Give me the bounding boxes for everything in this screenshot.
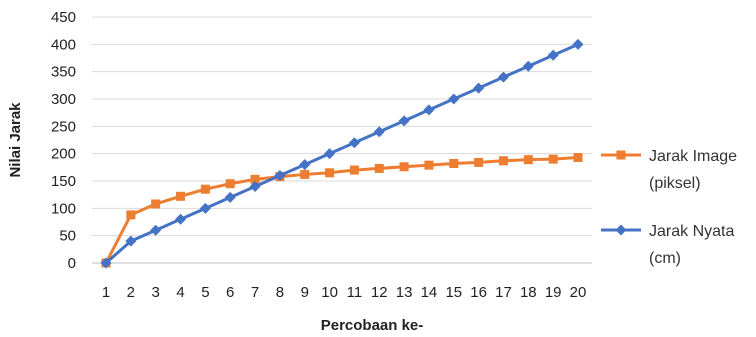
x-tick-label: 14 <box>421 284 438 301</box>
data-point-jarak-nyata <box>398 115 410 127</box>
legend-label: (piksel) <box>649 175 701 192</box>
y-axis-ticks: 0 50 100 150 200 250 300 350 400 450 <box>51 9 76 272</box>
data-point-jarak-image <box>424 160 434 170</box>
data-point-jarak-image <box>498 156 508 166</box>
x-tick-label: 18 <box>520 284 537 301</box>
data-point-jarak-nyata <box>175 213 187 225</box>
y-tick-label: 350 <box>51 64 76 81</box>
x-tick-label: 3 <box>152 284 160 301</box>
x-tick-label: 7 <box>251 284 259 301</box>
y-tick-label: 300 <box>51 91 76 108</box>
legend-item-jarak-image: Jarak Image (piksel) <box>601 148 737 192</box>
y-tick-label: 50 <box>59 228 76 245</box>
data-point-jarak-nyata <box>497 71 509 83</box>
data-point-jarak-nyata <box>224 191 236 203</box>
legend: Jarak Image (piksel) Jarak Nyata (cm) <box>601 148 737 267</box>
legend-label: Jarak Nyata <box>649 223 734 240</box>
data-point-jarak-image <box>250 174 260 184</box>
data-point-jarak-nyata <box>522 60 534 72</box>
x-tick-label: 15 <box>445 284 462 301</box>
x-tick-label: 19 <box>545 284 562 301</box>
data-point-jarak-image <box>374 163 384 173</box>
data-point-jarak-nyata <box>348 137 360 149</box>
gridlines <box>92 16 592 237</box>
data-point-jarak-image <box>200 184 210 194</box>
data-point-jarak-nyata <box>423 104 435 116</box>
x-tick-label: 4 <box>176 284 184 301</box>
series-group <box>100 38 584 269</box>
y-tick-label: 400 <box>51 36 76 53</box>
legend-label: (cm) <box>649 250 681 267</box>
y-tick-label: 250 <box>51 118 76 135</box>
data-point-jarak-nyata <box>373 126 385 138</box>
series-jarak-image <box>101 152 583 268</box>
x-tick-label: 20 <box>570 284 587 301</box>
y-tick-label: 100 <box>51 200 76 217</box>
data-point-jarak-image <box>176 191 186 201</box>
data-point-jarak-image <box>523 155 533 165</box>
data-point-jarak-nyata <box>324 148 336 160</box>
x-tick-label: 8 <box>276 284 284 301</box>
y-tick-label: 150 <box>51 173 76 190</box>
data-point-jarak-image <box>225 179 235 189</box>
series-line-jarak-image <box>104 155 579 264</box>
x-tick-label: 13 <box>396 284 413 301</box>
data-point-jarak-image <box>474 157 484 167</box>
data-point-jarak-nyata <box>448 93 460 105</box>
x-axis-title: Percobaan ke- <box>321 317 424 334</box>
x-tick-label: 16 <box>470 284 487 301</box>
data-point-jarak-image <box>349 165 359 175</box>
data-point-jarak-image <box>573 152 583 162</box>
data-point-jarak-image <box>151 199 161 209</box>
y-tick-label: 0 <box>68 255 76 272</box>
x-tick-label: 12 <box>371 284 388 301</box>
data-point-jarak-image <box>399 162 409 172</box>
legend-item-jarak-nyata: Jarak Nyata (cm) <box>601 223 734 267</box>
data-point-jarak-nyata <box>547 49 559 61</box>
data-point-jarak-nyata <box>249 180 261 192</box>
data-point-jarak-nyata <box>100 257 112 269</box>
data-point-jarak-image <box>449 159 459 169</box>
data-point-jarak-image <box>126 210 136 220</box>
data-point-jarak-image <box>325 168 335 178</box>
data-point-jarak-image <box>300 169 310 179</box>
y-tick-label: 200 <box>51 146 76 163</box>
x-tick-label: 10 <box>321 284 338 301</box>
data-point-jarak-nyata <box>274 170 286 182</box>
data-point-jarak-nyata <box>125 235 137 247</box>
data-point-jarak-nyata <box>572 38 584 50</box>
y-tick-label: 450 <box>51 9 76 26</box>
y-axis-title: Nilai Jarak <box>7 102 24 178</box>
x-tick-label: 2 <box>127 284 135 301</box>
x-axis-ticks: 1 2 3 4 5 6 7 8 9 10 11 12 13 14 15 16 17 18 19 20 <box>102 284 587 301</box>
legend-marker <box>615 224 627 236</box>
data-point-jarak-nyata <box>473 82 485 94</box>
data-point-jarak-nyata <box>199 202 211 214</box>
data-point-jarak-nyata <box>299 159 311 171</box>
data-point-jarak-nyata <box>150 224 162 236</box>
x-tick-label: 17 <box>495 284 512 301</box>
series-line-jarak-nyata <box>105 42 579 265</box>
series-jarak-nyata <box>100 38 584 269</box>
x-tick-label: 11 <box>347 284 363 301</box>
x-tick-label: 5 <box>201 284 209 301</box>
x-tick-label: 6 <box>226 284 234 301</box>
data-point-jarak-image <box>548 154 558 164</box>
legend-marker <box>616 150 626 160</box>
legend-label: Jarak Image <box>649 148 737 165</box>
x-tick-label: 1 <box>102 284 110 301</box>
x-tick-label: 9 <box>301 284 309 301</box>
